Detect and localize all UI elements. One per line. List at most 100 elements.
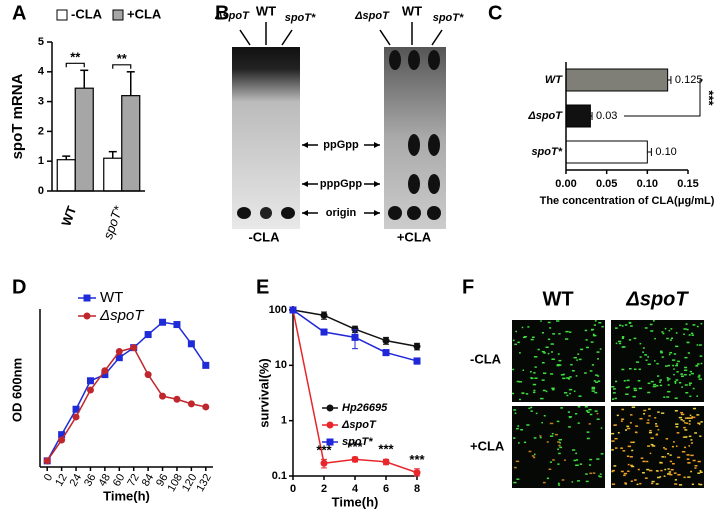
- cell: [558, 359, 562, 362]
- cell: [688, 334, 691, 336]
- cell: [625, 393, 629, 396]
- cell: [520, 428, 524, 431]
- cell: [599, 473, 602, 475]
- cell: [657, 411, 660, 413]
- cell: [667, 390, 671, 393]
- cell: [673, 472, 677, 474]
- cell: [620, 447, 624, 449]
- cell: [515, 330, 517, 333]
- cell: [667, 379, 669, 382]
- cell: [580, 348, 584, 351]
- cell: [665, 365, 668, 367]
- band-label: ppGpp: [323, 139, 359, 151]
- cell: [692, 407, 697, 410]
- cell: [691, 483, 694, 486]
- cell: [681, 386, 683, 388]
- cell: [600, 427, 603, 429]
- significance: **: [117, 51, 128, 66]
- cell: [547, 352, 550, 355]
- cell: [680, 375, 684, 377]
- cell: [573, 459, 577, 462]
- cell: [596, 458, 600, 460]
- marker: [144, 371, 152, 379]
- cell: [673, 353, 677, 355]
- lane-label: spoT*: [285, 12, 316, 24]
- cell: [677, 456, 681, 459]
- cell: [517, 425, 520, 427]
- cell: [689, 417, 692, 419]
- cell: [669, 339, 672, 341]
- cell: [668, 471, 672, 473]
- gel-spot: [407, 206, 421, 220]
- cell: [684, 373, 687, 376]
- cell: [689, 374, 691, 376]
- cell: [684, 429, 688, 431]
- gel-spot: [281, 207, 295, 219]
- cell: [683, 333, 685, 336]
- cell: [642, 347, 645, 349]
- cell: [618, 342, 622, 345]
- y-axis-label: OD 600nm: [9, 358, 24, 422]
- cell: [655, 425, 659, 427]
- cell: [521, 326, 524, 329]
- significance-bracket: [624, 79, 703, 117]
- cell: [577, 422, 580, 424]
- cell: [664, 468, 667, 471]
- cell: [575, 459, 579, 461]
- cell: [699, 435, 702, 437]
- cell: [694, 432, 697, 434]
- cell: [592, 333, 595, 336]
- cell: [672, 359, 676, 361]
- y-axis-label: spoT mRNA: [9, 73, 26, 159]
- cell: [591, 386, 596, 389]
- cell: [586, 437, 590, 440]
- marker: [159, 318, 167, 326]
- cell: [575, 464, 579, 466]
- cell: [557, 441, 561, 443]
- gel-spot: [408, 50, 420, 70]
- cell: [675, 364, 679, 367]
- cell: [682, 436, 685, 438]
- y-tick-label: 3: [38, 96, 44, 108]
- cell: [687, 476, 691, 478]
- cell: [585, 473, 588, 475]
- marker: [351, 333, 359, 341]
- cell: [667, 468, 670, 470]
- cell: [589, 458, 593, 461]
- cell: [633, 337, 637, 340]
- cell: [627, 427, 631, 430]
- cell: [686, 458, 690, 460]
- cell: [630, 464, 633, 467]
- cell: [631, 449, 634, 452]
- cell: [675, 345, 679, 348]
- cell: [670, 328, 673, 330]
- cell: [633, 368, 637, 371]
- y-tick-label: 1: [281, 415, 287, 427]
- cell: [683, 426, 686, 429]
- cell: [556, 420, 560, 423]
- cell: [542, 389, 546, 392]
- cell: [611, 470, 614, 473]
- x-tick-label: 0.05: [596, 178, 617, 190]
- cell: [589, 370, 593, 372]
- cell: [584, 406, 588, 408]
- cell: [700, 322, 703, 325]
- cell: [585, 339, 588, 341]
- cell: [665, 438, 669, 440]
- cell: [612, 469, 615, 472]
- value-label: 0.125: [675, 74, 703, 86]
- cell: [666, 377, 669, 379]
- panel-letter: A: [12, 2, 26, 24]
- cell: [637, 380, 641, 382]
- marker: [382, 337, 390, 345]
- cell: [698, 344, 702, 346]
- cell: [632, 395, 636, 398]
- cell: [656, 362, 659, 365]
- cell: [562, 373, 565, 376]
- cell: [551, 432, 554, 435]
- cell: [578, 358, 582, 361]
- cell: [676, 363, 679, 365]
- cell: [512, 368, 515, 371]
- x-tick-label: WT: [58, 204, 79, 228]
- cell: [615, 342, 618, 345]
